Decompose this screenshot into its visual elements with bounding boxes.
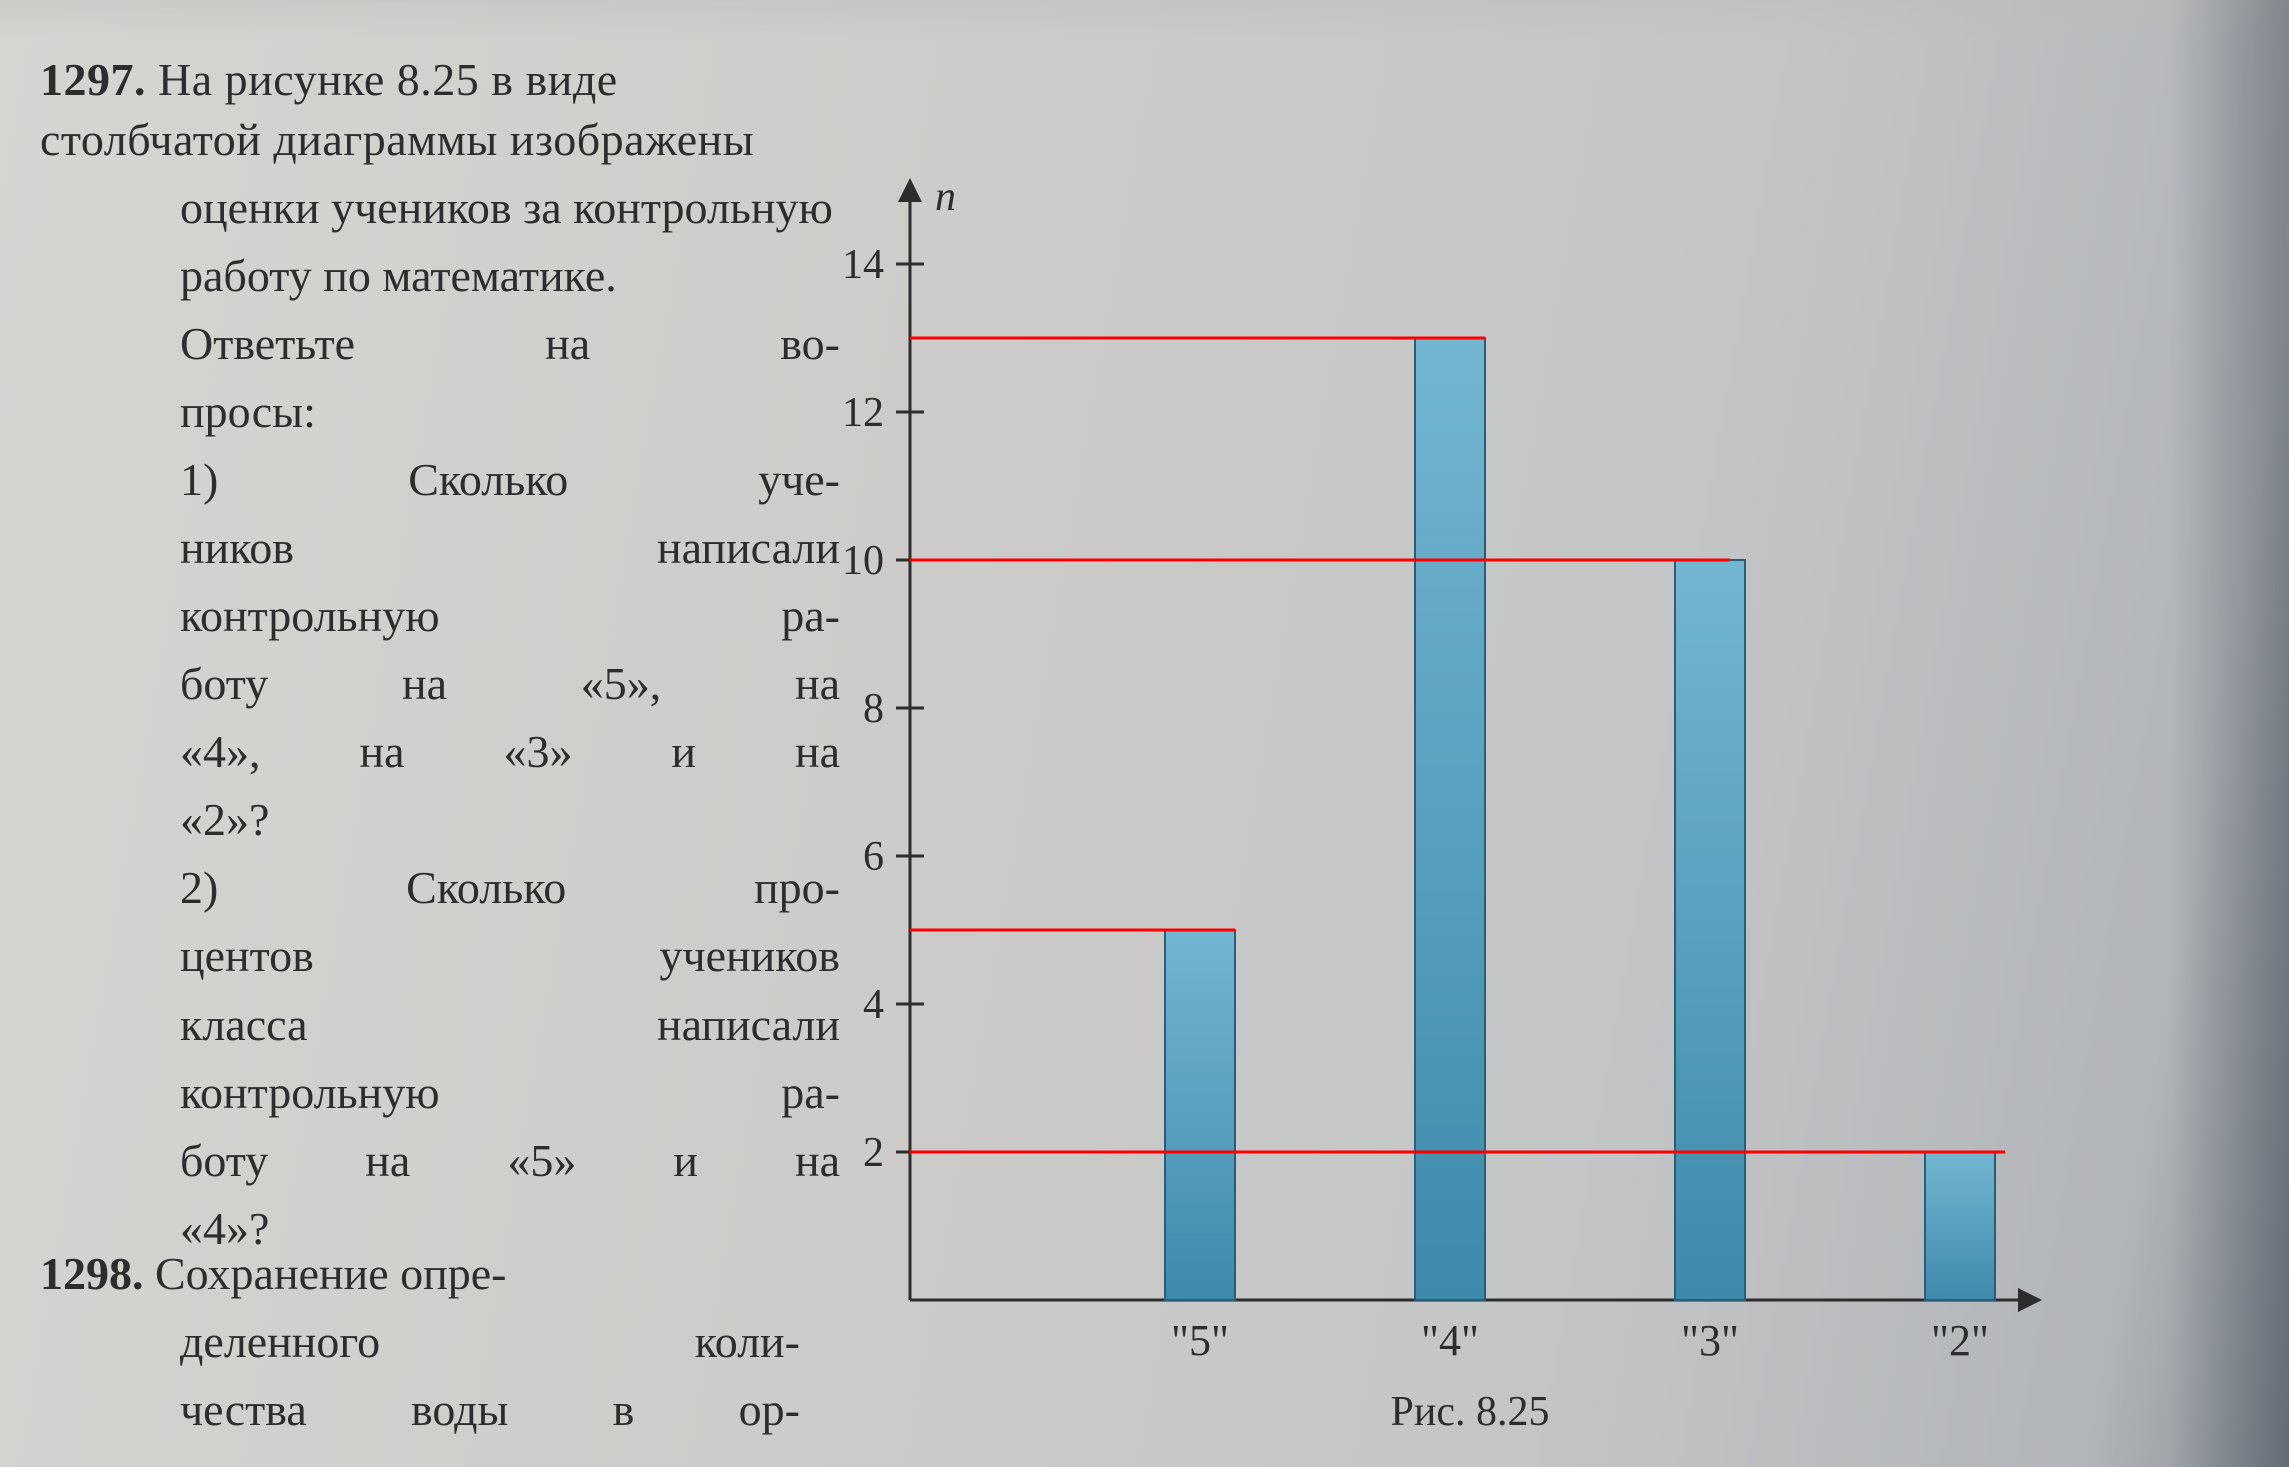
problem-1297-line-4: контрольную ра-: [180, 582, 840, 650]
problem-1297-line-11: контрольную ра-: [180, 1059, 840, 1127]
y-tick-label: 12: [842, 390, 884, 436]
problem-1297-line-9: центов учеников: [180, 922, 840, 990]
x-label: "3": [1681, 1316, 1739, 1365]
y-tick-label: 6: [863, 834, 884, 880]
y-axis-title: n: [935, 174, 956, 220]
y-tick-label: 2: [863, 1130, 884, 1176]
x-label: "2": [1931, 1316, 1989, 1365]
problem-1297-intro-line2: оценки учеников за контрольную работу по…: [180, 174, 840, 310]
page: 1297. На рисунке 8.25 в виде столбчатой …: [0, 0, 2289, 1467]
problem-1297-line-8: 2) Сколько про-: [180, 854, 840, 922]
bar-"2": [1925, 1152, 1995, 1300]
problem-1298-line-0: Сохранение опре-: [155, 1248, 507, 1299]
problem-1298-line-2: чества воды в ор-: [180, 1376, 800, 1444]
problem-1298-line-1: деленного коли-: [180, 1308, 800, 1376]
bar-"4": [1415, 338, 1485, 1300]
bar-"5": [1165, 930, 1235, 1300]
problem-1297-line-1: просы:: [180, 378, 840, 446]
problem-1297-line-5: боту на «5», на: [180, 650, 840, 718]
bar-"3": [1675, 560, 1745, 1300]
problem-1297-line-7: «2»?: [180, 786, 840, 854]
y-tick-label: 8: [863, 686, 884, 732]
problem-1298: 1298. Сохранение опре- деленного коли- ч…: [40, 1240, 800, 1444]
x-label: "5": [1171, 1316, 1229, 1365]
problem-1297-line-3: ников написали: [180, 514, 840, 582]
problem-1297-intro-line1: На рисунке 8.25 в виде столбчатой диагра…: [40, 54, 754, 165]
grades-bar-chart: n 2 4 6 8 10 12 14 "5" "4" "3" "2" Рис. 8.25: [830, 170, 2110, 1440]
problem-1297: 1297. На рисунке 8.25 в виде столбчатой …: [40, 50, 840, 1263]
page-right-shadow: [2169, 0, 2289, 1467]
problem-1297-line-0: Ответьте на во-: [180, 310, 840, 378]
problem-1297-line-6: «4», на «3» и на: [180, 718, 840, 786]
y-tick-label: 14: [842, 242, 884, 288]
problem-1297-body: оценки учеников за контрольную работу по…: [180, 174, 840, 1263]
y-tick-label: 4: [863, 982, 884, 1028]
chart-caption: Рис. 8.25: [1391, 1389, 1550, 1435]
problem-1297-line-2: 1) Сколько уче-: [180, 446, 840, 514]
problem-1298-number: 1298.: [40, 1240, 144, 1308]
problem-1297-line-10: класса написали: [180, 991, 840, 1059]
x-label: "4": [1421, 1316, 1479, 1365]
problem-1297-number: 1297.: [40, 50, 146, 110]
page-top-shadow: [0, 0, 2289, 40]
problem-1297-line-12: боту на «5» и на: [180, 1127, 840, 1195]
y-tick-label: 10: [842, 538, 884, 584]
problem-1297-intro: 1297. На рисунке 8.25 в виде столбчатой …: [40, 50, 840, 170]
